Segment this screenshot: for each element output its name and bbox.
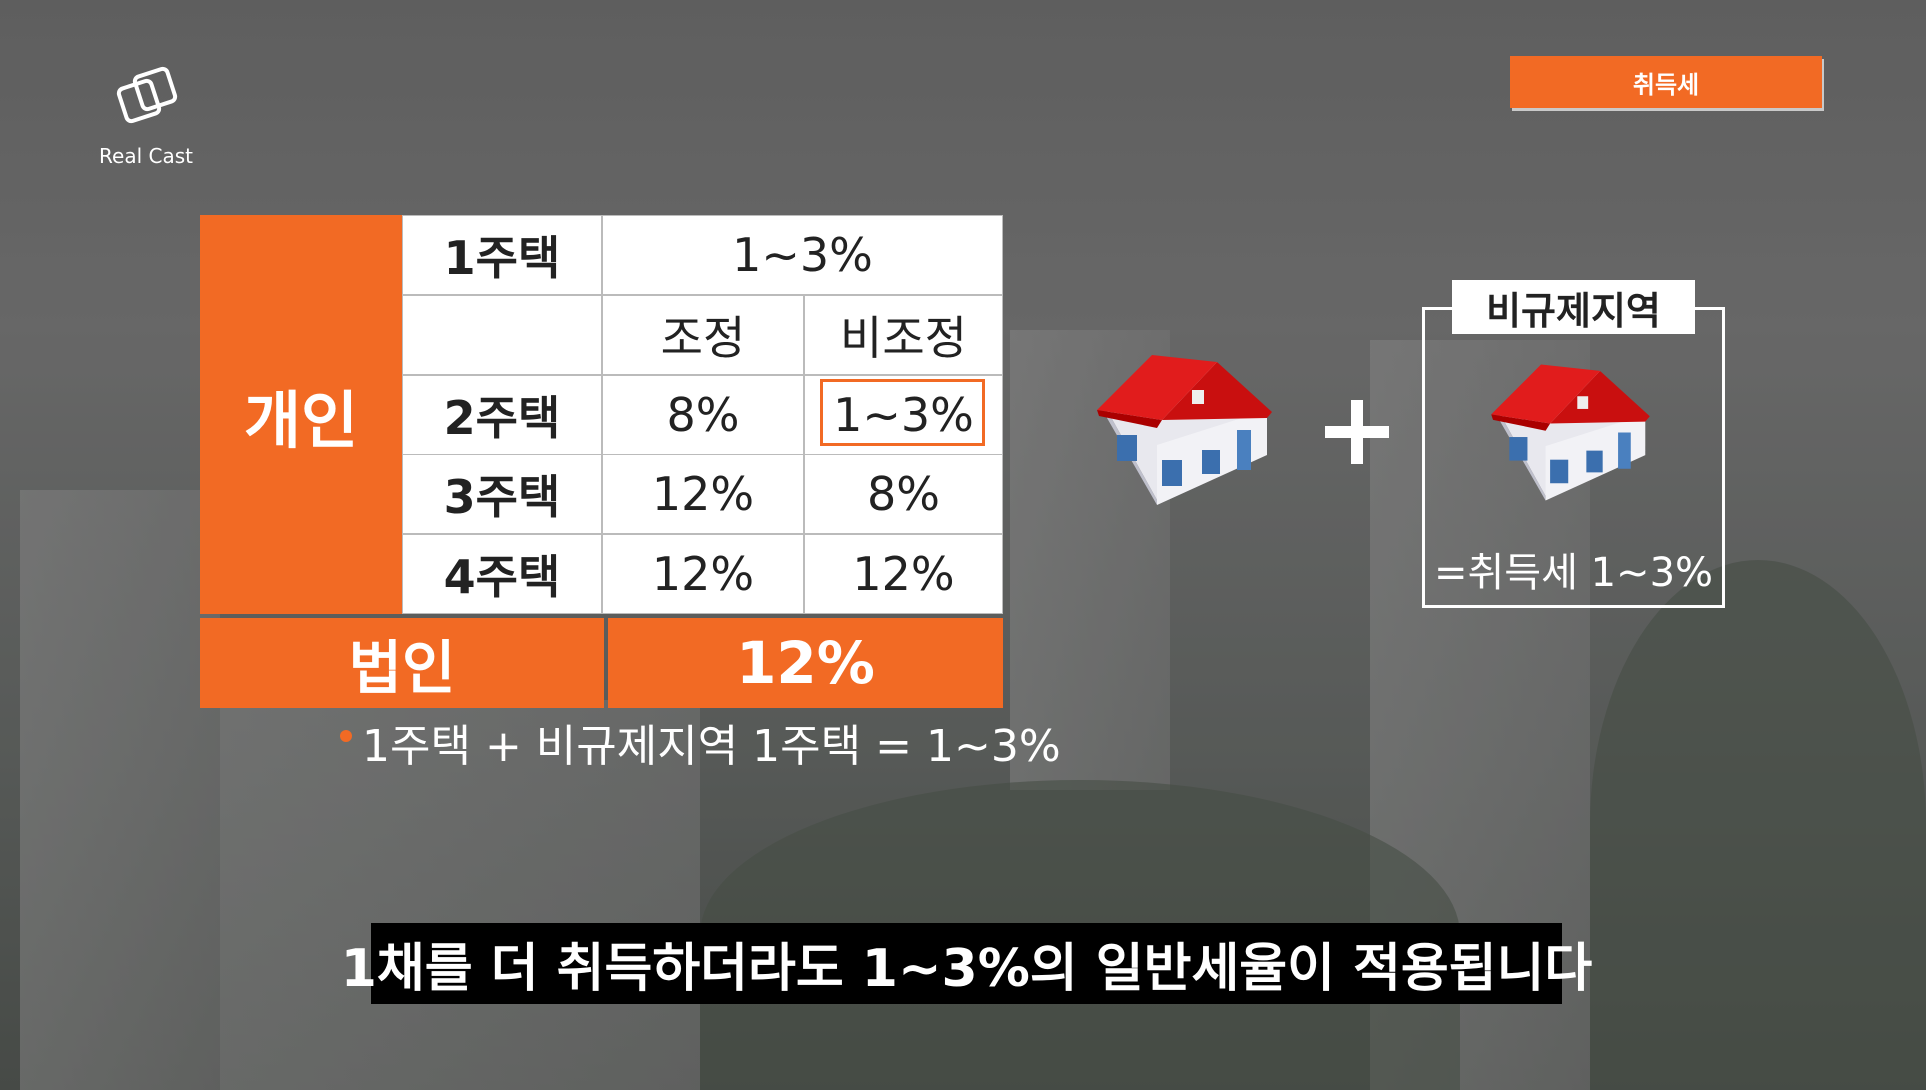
corporate-label: 법인: [200, 618, 604, 708]
subtitle: 1채를 더 취득하더라도 1~3%의 일반세율이 적용됩니다: [341, 923, 1592, 1004]
bg-building: [220, 700, 700, 1090]
row-label: 3주택: [402, 454, 602, 534]
region-label: 비규제지역: [1452, 280, 1695, 334]
logo-icon: [116, 66, 178, 124]
individual-label: 개인: [200, 215, 402, 614]
rate: 1~3%: [602, 215, 1003, 295]
rate: 12%: [804, 534, 1003, 614]
row-label: 2주택: [402, 375, 602, 455]
rate: 8%: [602, 375, 804, 455]
bullet: [340, 730, 352, 742]
rate: 12%: [602, 454, 804, 534]
result-text: =취득세 1~3%: [1433, 550, 1714, 596]
note: 1주택 + 비규제지역 1주택 = 1~3%: [362, 721, 1061, 772]
tag: 취득세: [1510, 56, 1822, 108]
house-icon: [1097, 350, 1272, 510]
row-label: 1주택: [402, 215, 602, 295]
house-icon: [1483, 360, 1658, 505]
rate: 1~3%: [804, 375, 1003, 455]
rate: 12%: [602, 534, 804, 614]
plus-sign: [1325, 400, 1389, 464]
corporate-rate: 12%: [608, 618, 1003, 708]
rate: 8%: [804, 454, 1003, 534]
bg-trees: [1590, 560, 1926, 1090]
logo-text: Real Cast: [99, 144, 193, 168]
column-header: 조정: [602, 295, 804, 375]
highlight-box: [820, 379, 985, 446]
row-label: 4주택: [402, 534, 602, 614]
column-header: 비조정: [804, 295, 1003, 375]
bg-building: [20, 490, 220, 1090]
blank-cell: [402, 295, 602, 375]
